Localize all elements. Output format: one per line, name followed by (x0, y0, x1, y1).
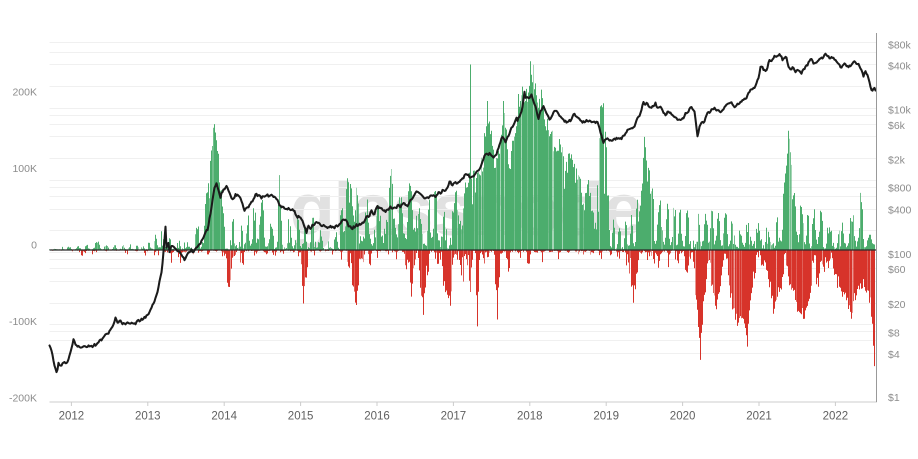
svg-text:$8: $8 (888, 328, 900, 340)
svg-text:2021: 2021 (746, 411, 772, 423)
svg-text:0: 0 (31, 240, 37, 252)
svg-text:$400: $400 (888, 205, 912, 217)
svg-text:2013: 2013 (135, 411, 161, 423)
svg-text:$2k: $2k (888, 155, 906, 167)
svg-text:$60: $60 (888, 264, 906, 276)
svg-text:2022: 2022 (823, 411, 849, 423)
svg-text:$40k: $40k (888, 61, 912, 73)
svg-text:$10k: $10k (888, 105, 912, 117)
svg-text:$800: $800 (888, 183, 912, 195)
svg-text:$80k: $80k (888, 40, 912, 52)
svg-text:100K: 100K (12, 163, 37, 175)
svg-text:$20: $20 (888, 299, 906, 311)
svg-text:-200K: -200K (9, 393, 37, 405)
svg-text:2017: 2017 (441, 411, 467, 423)
svg-text:2020: 2020 (670, 411, 696, 423)
svg-text:2019: 2019 (593, 411, 619, 423)
svg-text:$1: $1 (888, 392, 900, 404)
svg-text:2018: 2018 (517, 411, 543, 423)
svg-text:2016: 2016 (364, 411, 390, 423)
svg-text:200K: 200K (12, 87, 37, 99)
svg-text:$6k: $6k (888, 120, 906, 132)
svg-text:$100: $100 (888, 249, 912, 261)
svg-text:-100K: -100K (9, 316, 37, 328)
svg-text:2012: 2012 (59, 411, 85, 423)
svg-text:2015: 2015 (288, 411, 314, 423)
svg-text:2014: 2014 (211, 411, 237, 423)
svg-text:$4: $4 (888, 349, 900, 361)
